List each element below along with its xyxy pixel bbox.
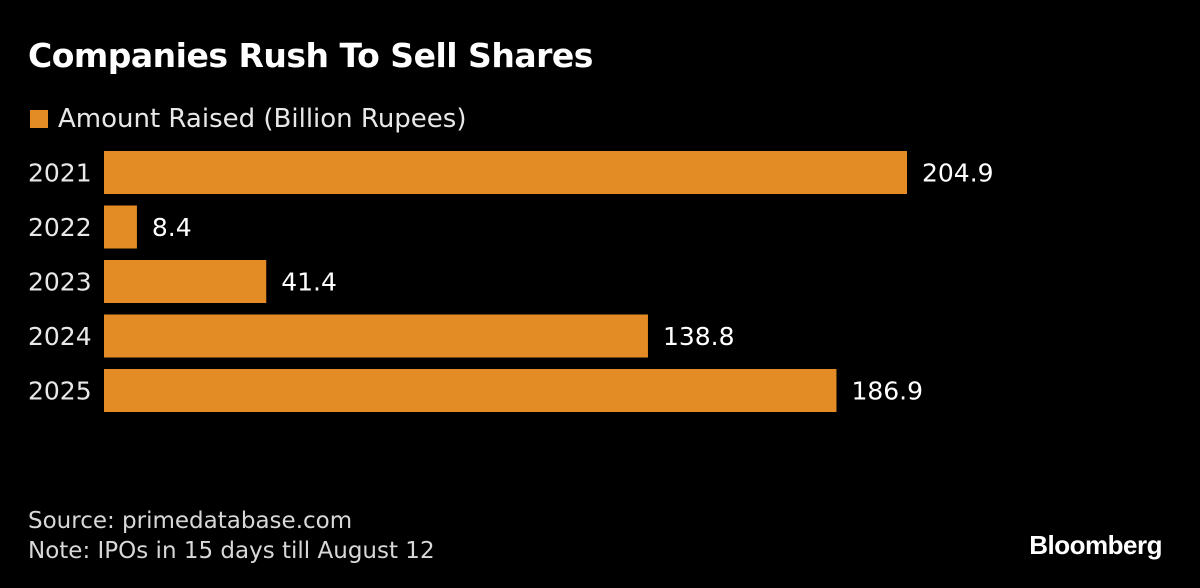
value-label: 41.4 <box>281 268 337 297</box>
category-label: 2023 <box>28 268 92 297</box>
category-label: 2025 <box>28 377 92 406</box>
legend-swatch <box>30 110 48 128</box>
value-label: 204.9 <box>922 159 994 188</box>
value-label: 186.9 <box>851 377 923 406</box>
footnote: Note: IPOs in 15 days till August 12 <box>28 538 435 564</box>
category-label: 2024 <box>28 322 92 351</box>
source-note: Source: primedatabase.com <box>28 508 353 534</box>
legend-label: Amount Raised (Billion Rupees) <box>58 104 467 134</box>
category-label: 2022 <box>28 213 92 242</box>
category-label: 2021 <box>28 159 92 188</box>
bar-2021 <box>104 151 907 194</box>
bar-2022 <box>104 205 137 249</box>
bar-2025 <box>104 369 837 412</box>
chart-title: Companies Rush To Sell Shares <box>28 36 593 75</box>
legend: Amount Raised (Billion Rupees) <box>30 104 466 134</box>
value-label: 8.4 <box>152 213 192 242</box>
bar-2023 <box>104 260 267 303</box>
value-label: 138.8 <box>663 322 735 351</box>
bar-2024 <box>104 314 648 358</box>
bloomberg-logo: Bloomberg <box>1029 530 1162 560</box>
